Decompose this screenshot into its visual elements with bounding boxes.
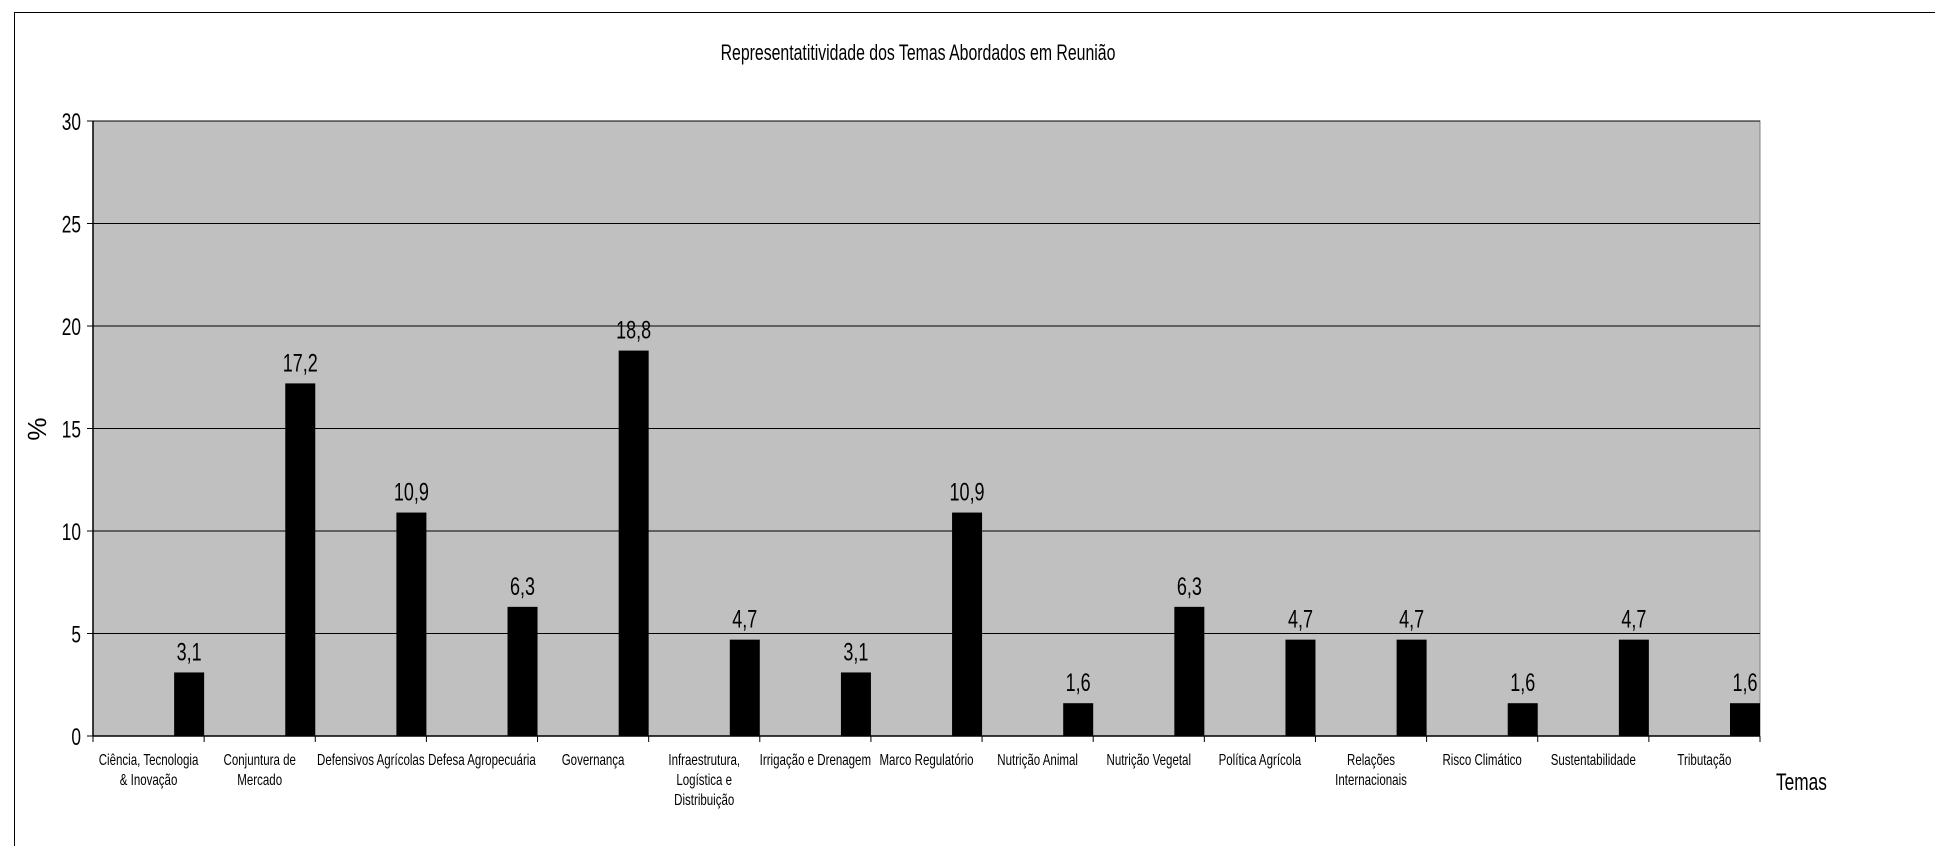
data-label: 1,6 xyxy=(1066,668,1091,697)
y-tick-label: 15 xyxy=(62,417,81,443)
bar xyxy=(1174,606,1205,736)
data-labels: 3,1 17,2 10,9 6,3 18,8 4,7 3,1 10,9 1,6 6,3 4,7 4,7… xyxy=(177,316,1758,697)
bar xyxy=(729,639,760,736)
x-tick-label: Infraestrutura, Logística e Distribuição xyxy=(668,750,740,808)
data-label: 1,6 xyxy=(1510,668,1535,697)
x-tick-label: Defensivos Agrícolas xyxy=(317,750,425,768)
bar xyxy=(618,350,649,736)
data-label: 18,8 xyxy=(616,316,651,345)
x-axis-label: Temas xyxy=(1776,769,1827,795)
data-label: 10,9 xyxy=(394,478,429,507)
bar xyxy=(396,512,427,736)
x-tick-label: Tributação xyxy=(1677,750,1731,768)
data-label: 3,1 xyxy=(177,637,202,666)
x-tick-label: Governança xyxy=(562,750,625,768)
x-tick-label: Política Agrícola xyxy=(1219,750,1302,768)
data-label: 4,7 xyxy=(732,605,757,634)
bar xyxy=(840,672,871,736)
chart-title: Representatitividade dos Temas Abordados… xyxy=(721,42,1116,66)
bar xyxy=(1063,703,1094,736)
bar xyxy=(1730,703,1760,736)
x-tick-label: Defesa Agropecuária xyxy=(428,750,536,768)
x-tick-label: Ciência, Tecnologia & Inovação xyxy=(99,750,199,788)
bar xyxy=(1285,639,1316,736)
x-tick-label: Nutrição Vegetal xyxy=(1107,750,1192,768)
y-tick-label: 25 xyxy=(62,212,81,238)
data-label: 4,7 xyxy=(1621,605,1646,634)
x-tick-label: Irrigação e Drenagem xyxy=(760,750,871,768)
data-label: 10,9 xyxy=(950,478,985,507)
data-label: 6,3 xyxy=(1177,572,1202,601)
y-tick-label: 0 xyxy=(71,724,81,750)
bar xyxy=(1507,703,1538,736)
x-tick-label: Marco Regulatório xyxy=(879,750,973,768)
data-label: 3,1 xyxy=(843,637,868,666)
y-ticks: 0 5 10 15 20 25 30 xyxy=(62,109,93,751)
x-tick-labels: Ciência, Tecnologia & Inovação Conjuntura … xyxy=(99,750,1732,808)
bar xyxy=(1618,639,1649,736)
bar xyxy=(174,672,205,736)
data-label: 6,3 xyxy=(510,572,535,601)
data-label: 4,7 xyxy=(1399,605,1424,634)
y-tick-label: 30 xyxy=(62,109,81,135)
bar xyxy=(507,606,538,736)
y-tick-label: 5 xyxy=(71,622,81,648)
y-tick-label: 20 xyxy=(62,314,81,340)
x-tick-label: Sustentabilidade xyxy=(1551,750,1636,768)
data-label: 17,2 xyxy=(283,348,318,377)
gridlines xyxy=(93,120,1760,634)
x-tick-label: Conjuntura de Mercado xyxy=(224,750,297,788)
bar xyxy=(952,512,983,736)
y-tick-label: 10 xyxy=(62,519,81,545)
x-tick-label: Risco Climático xyxy=(1442,750,1522,768)
data-label: 4,7 xyxy=(1288,605,1313,634)
y-axis-label: % xyxy=(22,417,52,440)
data-label: 1,6 xyxy=(1732,668,1757,697)
bar xyxy=(285,383,316,736)
bar xyxy=(1396,639,1427,736)
x-tick-label: Relações Internacionais xyxy=(1335,750,1407,788)
bars xyxy=(174,350,1760,736)
x-tick-label: Nutrição Animal xyxy=(997,750,1078,768)
